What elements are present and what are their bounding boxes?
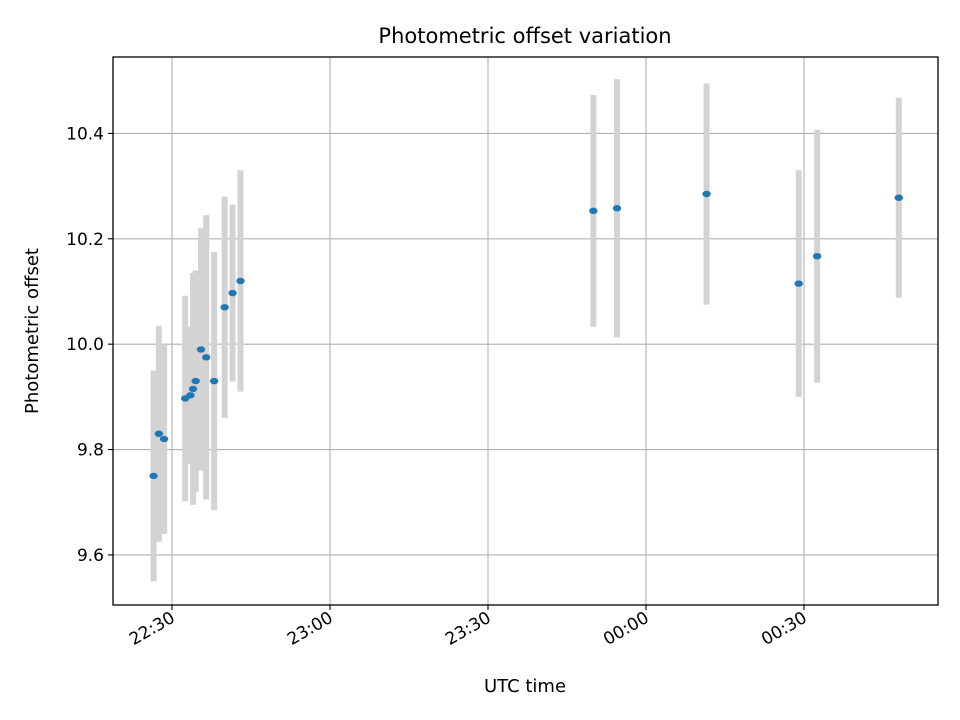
data-point bbox=[188, 385, 198, 393]
data-point bbox=[149, 472, 158, 480]
data-point bbox=[202, 354, 211, 361]
data-point bbox=[812, 252, 822, 260]
y-tick-label: 9.8 bbox=[77, 441, 104, 461]
data-point bbox=[191, 377, 200, 385]
y-tick-label: 10.4 bbox=[66, 124, 104, 144]
data-point bbox=[894, 194, 903, 201]
data-point bbox=[186, 392, 195, 399]
data-point bbox=[228, 289, 237, 297]
y-tick-label: 10.2 bbox=[66, 230, 104, 250]
data-point bbox=[220, 304, 229, 311]
y-tick-label: 10.0 bbox=[66, 335, 104, 355]
data-point bbox=[196, 346, 206, 353]
data-point bbox=[794, 280, 803, 287]
data-point bbox=[159, 435, 169, 443]
plot-frame bbox=[112, 56, 939, 606]
y-axis-label: Photometric offset bbox=[22, 248, 43, 414]
data-point bbox=[209, 377, 219, 385]
data-point bbox=[612, 205, 622, 212]
x-axis-label: UTC time bbox=[484, 676, 566, 697]
data-points bbox=[149, 190, 903, 480]
chart-title: Photometric offset variation bbox=[378, 24, 671, 48]
y-axis-ticks: 9.6 9.8 10.0 10.2 10.4 bbox=[66, 124, 113, 566]
data-point bbox=[589, 207, 598, 215]
data-point bbox=[702, 190, 711, 198]
data-point bbox=[154, 430, 164, 437]
grid-lines bbox=[113, 57, 938, 605]
y-tick-label: 9.6 bbox=[77, 546, 104, 566]
data-point bbox=[236, 277, 245, 285]
